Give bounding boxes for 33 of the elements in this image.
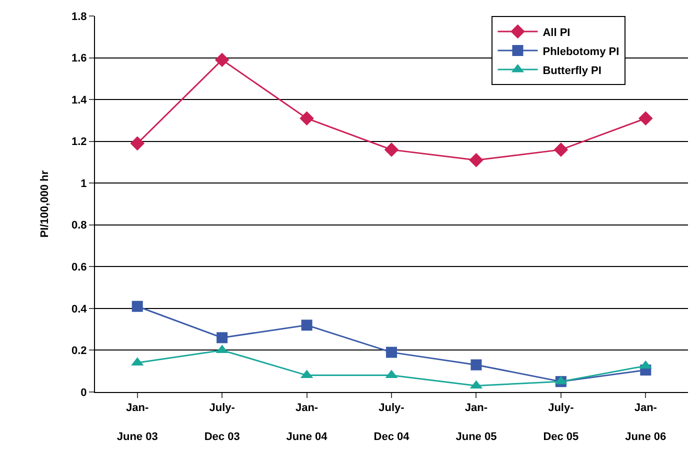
point — [384, 142, 399, 157]
point — [301, 320, 312, 331]
y-tick-label: 0.4 — [72, 303, 88, 316]
legend-label: Phlebotomy PI — [542, 46, 620, 58]
category-label: July- Dec 05 — [543, 402, 579, 443]
y-tick-label: 1 — [80, 178, 87, 190]
legend-label: All PI — [542, 26, 570, 39]
point — [386, 346, 397, 358]
legend-label: Butterfly PI — [542, 64, 602, 77]
y-tick-label: 1.8 — [72, 10, 87, 23]
point — [638, 111, 653, 126]
point — [469, 152, 484, 168]
y-tick-label: 1.4 — [72, 94, 88, 106]
category-label: Jan- June 04 — [286, 402, 328, 443]
y-tick-label: 1.6 — [72, 52, 87, 65]
y-tick-label: 1.2 — [72, 136, 87, 148]
point — [554, 142, 568, 157]
y-tick-label: 0.6 — [72, 262, 87, 274]
point — [214, 52, 230, 68]
y-tick-label: 0 — [80, 386, 87, 399]
category-label: July- Dec 03 — [204, 402, 240, 443]
point — [132, 300, 143, 312]
point — [216, 332, 228, 344]
y-tick-label: 0.8 — [72, 220, 87, 232]
category-label: Jan- June 05 — [456, 402, 497, 443]
point — [470, 359, 482, 370]
point — [300, 111, 314, 126]
category-label: Jan- June 03 — [116, 402, 158, 443]
category-label: Jan- June 06 — [625, 402, 666, 443]
category-label: July- Dec 04 — [374, 402, 410, 443]
point — [130, 136, 145, 151]
y-axis-title: PI/100,000 hr — [39, 170, 52, 238]
y-tick-label: 0.2 — [72, 345, 87, 358]
